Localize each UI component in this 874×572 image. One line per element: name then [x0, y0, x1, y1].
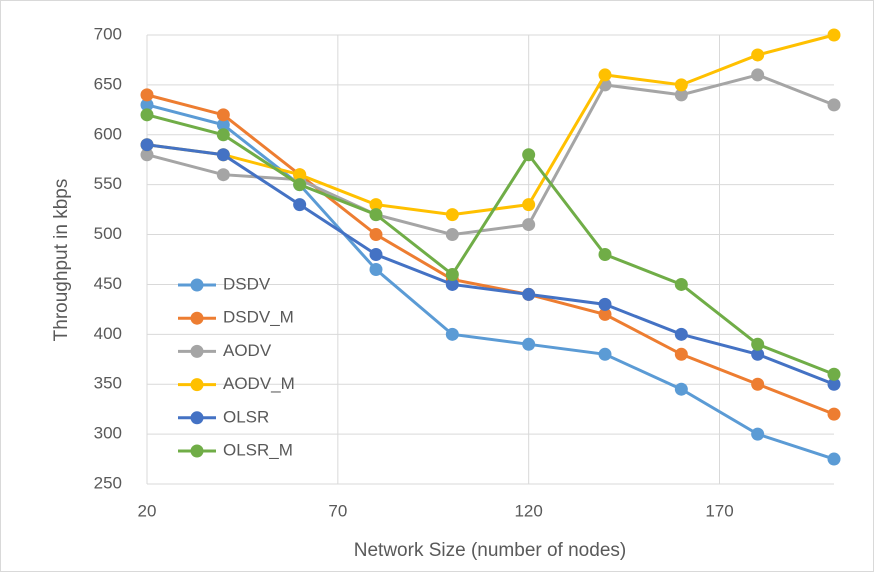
y-tick-label: 500 [94, 224, 122, 243]
series-line [146, 33, 835, 217]
data-point [369, 228, 383, 242]
data-point [216, 128, 230, 142]
y-tick-label: 450 [94, 274, 122, 293]
data-point [522, 198, 536, 212]
series-line [146, 143, 835, 386]
data-point [598, 297, 612, 311]
y-axis-title: Throughput in kbps [51, 179, 72, 342]
y-tick-label: 400 [94, 324, 122, 343]
data-point [751, 427, 765, 441]
data-point [369, 248, 383, 262]
data-point [827, 452, 841, 466]
data-point [140, 148, 154, 162]
y-tick-label: 350 [94, 374, 122, 393]
data-point [751, 337, 765, 351]
legend-label: AODV_M [223, 374, 295, 393]
data-point [445, 228, 459, 242]
x-axis-title: Network Size (number of nodes) [354, 540, 626, 561]
legend-marker [190, 311, 204, 325]
legend-marker [190, 278, 204, 292]
data-point [598, 68, 612, 82]
data-point [216, 168, 230, 182]
data-point [369, 262, 383, 276]
data-point [216, 148, 230, 162]
legend-label: DSDV [223, 274, 271, 293]
data-point [674, 327, 688, 341]
legend-label: OLSR [223, 407, 269, 426]
x-tick-label: 170 [705, 501, 733, 520]
y-tick-label: 250 [94, 473, 122, 492]
data-point [369, 198, 383, 212]
data-point [522, 287, 536, 301]
data-point [827, 377, 841, 391]
data-point [522, 337, 536, 351]
data-point [140, 88, 154, 102]
legend-marker [190, 344, 204, 358]
data-point [522, 148, 536, 162]
data-point [751, 68, 765, 82]
x-tick-label: 20 [138, 501, 157, 520]
data-point [216, 108, 230, 122]
data-point [445, 277, 459, 291]
data-point [827, 98, 841, 112]
data-point [674, 347, 688, 361]
data-point [674, 382, 688, 396]
data-point [674, 88, 688, 102]
data-point [598, 347, 612, 361]
data-point [751, 377, 765, 391]
legend-label: DSDV_M [223, 308, 294, 327]
data-point [522, 218, 536, 232]
data-point [674, 78, 688, 92]
y-tick-label: 650 [94, 74, 122, 93]
legend-marker [190, 378, 204, 392]
data-point [140, 98, 154, 112]
data-point [445, 267, 459, 281]
data-point [293, 168, 307, 182]
y-tick-label: 600 [94, 124, 122, 143]
data-point [293, 198, 307, 212]
series-line [146, 93, 835, 416]
data-point [827, 367, 841, 381]
x-tick-label: 120 [514, 501, 542, 520]
data-point [445, 327, 459, 341]
data-point [827, 407, 841, 421]
data-point [598, 248, 612, 262]
data-point [751, 48, 765, 62]
data-point [674, 277, 688, 291]
data-point [140, 138, 154, 152]
y-tick-label: 700 [94, 24, 122, 43]
legend-marker [190, 444, 204, 458]
data-point [751, 347, 765, 361]
data-point [369, 208, 383, 222]
data-point [598, 307, 612, 321]
legend-label: AODV [223, 341, 272, 360]
data-point [216, 118, 230, 132]
y-tick-label: 300 [94, 424, 122, 443]
series-line [146, 73, 835, 237]
series-line [146, 113, 835, 376]
legend-marker [190, 411, 204, 425]
series-line [146, 103, 835, 461]
data-point [140, 108, 154, 122]
legend-label: OLSR_M [223, 440, 293, 459]
data-point [445, 208, 459, 222]
y-tick-label: 550 [94, 174, 122, 193]
x-tick-label: 70 [328, 501, 347, 520]
data-point [293, 178, 307, 192]
data-point [827, 28, 841, 42]
